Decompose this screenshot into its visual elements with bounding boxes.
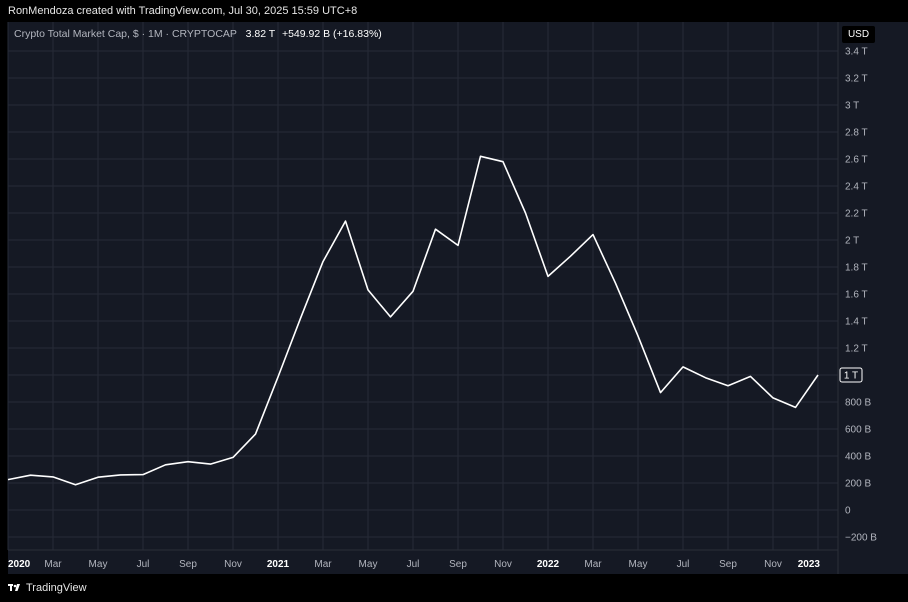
x-tick-label: May bbox=[629, 559, 648, 570]
y-tick-label: 2.8 T bbox=[845, 128, 868, 139]
footer: TradingView bbox=[0, 574, 908, 602]
tradingview-logo-icon[interactable] bbox=[8, 582, 22, 594]
chart-credit-bar: RonMendoza created with TradingView.com,… bbox=[0, 0, 908, 22]
symbol-legend[interactable]: Crypto Total Market Cap, $ · 1M · CRYPTO… bbox=[14, 28, 382, 40]
y-tick-label: 2.2 T bbox=[845, 209, 868, 220]
price-change: +549.92 B (+16.83%) bbox=[281, 28, 382, 40]
last-value: 3.82 T bbox=[245, 28, 276, 40]
x-tick-label: Jul bbox=[137, 559, 150, 570]
y-tick-label: 600 B bbox=[845, 425, 871, 436]
x-tick-label: 2020 bbox=[8, 559, 31, 570]
x-tick-label: Sep bbox=[719, 559, 737, 570]
y-tick-label: 2.4 T bbox=[845, 182, 868, 193]
y-tick-label: 1.8 T bbox=[845, 263, 868, 274]
y-tick-label: 2 T bbox=[845, 236, 859, 247]
y-tick-label: −200 B bbox=[845, 533, 877, 544]
y-tick-label: 3.4 T bbox=[845, 47, 868, 58]
series-line bbox=[7, 155, 819, 486]
y-tick-label: 2.6 T bbox=[845, 155, 868, 166]
y-tick-label: 1.4 T bbox=[845, 317, 868, 328]
x-tick-label: Mar bbox=[44, 559, 62, 570]
x-tick-label: Jul bbox=[677, 559, 690, 570]
x-tick-label: May bbox=[359, 559, 378, 570]
x-tick-label: 2023 bbox=[798, 559, 821, 570]
y-tick-label: 0 bbox=[845, 506, 851, 517]
last-value-label: 1 T bbox=[844, 371, 858, 382]
y-tick-label: 800 B bbox=[845, 398, 871, 409]
x-tick-label: 2022 bbox=[537, 559, 560, 570]
y-tick-label: 1.2 T bbox=[845, 344, 868, 355]
x-tick-label: May bbox=[89, 559, 108, 570]
x-tick-label: Sep bbox=[449, 559, 467, 570]
x-tick-label: Nov bbox=[494, 559, 512, 570]
x-tick-label: Sep bbox=[179, 559, 197, 570]
x-tick-label: Mar bbox=[584, 559, 602, 570]
y-tick-label: 400 B bbox=[845, 452, 871, 463]
x-tick-label: Nov bbox=[764, 559, 782, 570]
x-tick-label: 2021 bbox=[267, 559, 290, 570]
x-tick-label: Mar bbox=[314, 559, 332, 570]
credit-text: RonMendoza created with TradingView.com,… bbox=[8, 5, 358, 17]
y-tick-label: 3 T bbox=[845, 101, 859, 112]
currency-button[interactable]: USD bbox=[842, 26, 875, 43]
y-tick-label: 3.2 T bbox=[845, 74, 868, 85]
y-tick-label: 200 B bbox=[845, 479, 871, 490]
y-tick-label: 1.6 T bbox=[845, 290, 868, 301]
symbol-name: Crypto Total Market Cap, $ · 1M · CRYPTO… bbox=[14, 28, 237, 40]
brand-name[interactable]: TradingView bbox=[26, 582, 87, 594]
x-tick-label: Nov bbox=[224, 559, 242, 570]
x-tick-label: Jul bbox=[407, 559, 420, 570]
last-value-badge bbox=[839, 367, 863, 383]
